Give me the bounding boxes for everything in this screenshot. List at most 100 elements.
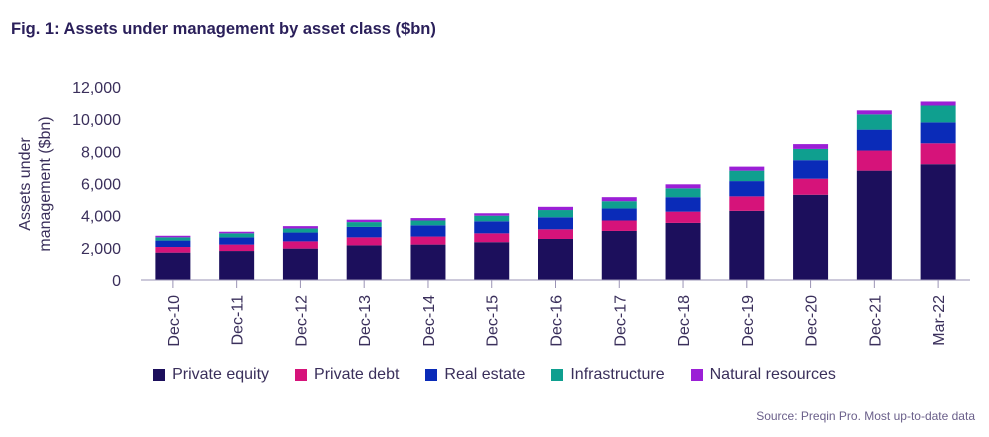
legend-swatch [153, 369, 166, 381]
bar-segment-private-debt [410, 236, 446, 245]
bar-segment-infrastructure [729, 170, 765, 182]
bar-segment-private-equity [474, 242, 510, 280]
bar-segment-private-debt [920, 143, 956, 165]
bar-segment-real-estate [538, 217, 573, 230]
legend-item: Natural resources [690, 366, 836, 384]
bar-segment-private-equity [538, 238, 573, 280]
x-tick-label: Dec-13 [357, 295, 374, 347]
bar-segment-private-debt [601, 220, 637, 231]
bar-segment-real-estate [410, 225, 446, 237]
bar-segment-infrastructure [538, 210, 573, 218]
legend-swatch [551, 369, 564, 381]
bar-segment-private-debt [856, 150, 892, 171]
bar-segment-real-estate [282, 232, 318, 242]
bar-segment-infrastructure [346, 222, 382, 227]
legend-swatch [295, 369, 308, 381]
bar-segment-private-debt [665, 211, 701, 223]
bar-segment-private-equity [410, 244, 446, 280]
bar-segment-infrastructure [856, 114, 892, 130]
y-tick-label: 2,000 [81, 241, 121, 258]
y-axis-label: Assets under management ($bn) [17, 116, 54, 251]
bar-segment-private-debt [219, 244, 255, 252]
bar-segment-private-debt [155, 247, 191, 253]
y-tick-label: 4,000 [81, 209, 121, 226]
legend-label: Natural resources [709, 366, 836, 383]
bar-segment-real-estate [474, 221, 510, 234]
legend-label: Private equity [172, 366, 270, 383]
chart-legend: Private equity Private debt Real estate Inf… [0, 366, 989, 384]
bar-segment-private-equity [219, 251, 255, 280]
legend-item: Infrastructure [551, 366, 665, 384]
legend-label: Infrastructure [570, 366, 665, 383]
bar-segment-infrastructure [155, 237, 191, 241]
bar-segment-real-estate [793, 160, 829, 179]
x-tick-label: Dec-10 [166, 295, 183, 347]
y-tick-label: 10,000 [72, 112, 121, 129]
bar-segment-natural-resources [538, 206, 573, 211]
bar-segment-private-debt [729, 196, 765, 211]
x-tick-label: Dec-15 [485, 295, 502, 347]
bar-segment-real-estate [219, 237, 255, 245]
x-tick-label: Dec-17 [612, 295, 629, 347]
bar-segment-private-equity [346, 245, 382, 280]
bar-segment-private-equity [856, 170, 892, 280]
bar-segment-infrastructure [219, 233, 255, 238]
bar-segment-private-equity [793, 194, 829, 280]
bar-segment-private-equity [155, 252, 191, 280]
bar-segment-natural-resources [474, 213, 510, 216]
bar-segment-natural-resources [282, 226, 318, 229]
legend-swatch [690, 369, 703, 381]
legend-label: Real estate [444, 366, 526, 383]
bar-segment-real-estate [601, 208, 637, 221]
bar-segment-real-estate [856, 129, 892, 151]
bar-segment-natural-resources [920, 101, 956, 106]
bar-segment-natural-resources [665, 184, 701, 189]
bar-segment-real-estate [729, 181, 765, 197]
bar-segment-infrastructure [282, 228, 318, 233]
bar-segment-natural-resources [601, 197, 637, 202]
legend-item: Private debt [295, 366, 399, 384]
bar-segment-private-debt [346, 237, 382, 246]
bar-segment-infrastructure [793, 148, 829, 161]
y-tick-label: 8,000 [81, 144, 121, 161]
x-tick-label: Dec-12 [293, 295, 310, 347]
chart-title: Fig. 1: Assets under management by asset… [11, 20, 436, 38]
bar-segment-infrastructure [920, 105, 956, 123]
bar-segment-infrastructure [410, 220, 446, 226]
bar-segment-private-debt [793, 178, 829, 195]
bar-segment-natural-resources [856, 110, 892, 115]
bar-segment-real-estate [155, 240, 191, 248]
x-tick-label: Mar-22 [931, 295, 948, 346]
bar-segment-private-equity [729, 210, 765, 280]
bar-segment-private-debt [282, 241, 318, 249]
bar-segment-private-equity [282, 248, 318, 280]
legend-item: Real estate [425, 366, 525, 384]
y-tick-label: 12,000 [72, 80, 121, 97]
source-note: Source: Preqin Pro. Most up-to-date data [756, 409, 975, 423]
x-tick-label: Dec-16 [549, 295, 566, 347]
bar-segment-natural-resources [729, 166, 765, 171]
x-tick-label: Dec-11 [230, 295, 247, 345]
bar-segment-infrastructure [601, 201, 637, 209]
bar-segment-private-equity [920, 164, 956, 280]
bar-segment-natural-resources [410, 218, 446, 221]
bar-segment-private-debt [538, 229, 573, 239]
bar-segment-real-estate [920, 122, 956, 144]
x-tick-label: Dec-21 [867, 295, 884, 347]
bar-segment-natural-resources [155, 235, 191, 238]
bar-segment-private-equity [665, 222, 701, 280]
bar-segment-private-debt [474, 233, 510, 243]
x-tick-label: Dec-14 [421, 295, 438, 347]
bar-segment-private-equity [601, 230, 637, 280]
x-tick-label: Dec-20 [804, 295, 821, 347]
legend-swatch [425, 369, 438, 381]
x-tick-label: Dec-18 [676, 295, 693, 347]
bar-segment-real-estate [665, 197, 701, 212]
y-tick-label: 0 [112, 273, 121, 290]
x-tick-label: Dec-19 [740, 295, 757, 347]
bar-segment-infrastructure [665, 188, 701, 198]
y-tick-label: 6,000 [81, 177, 121, 194]
bar-segment-natural-resources [346, 219, 382, 223]
bar-segment-natural-resources [219, 231, 255, 234]
